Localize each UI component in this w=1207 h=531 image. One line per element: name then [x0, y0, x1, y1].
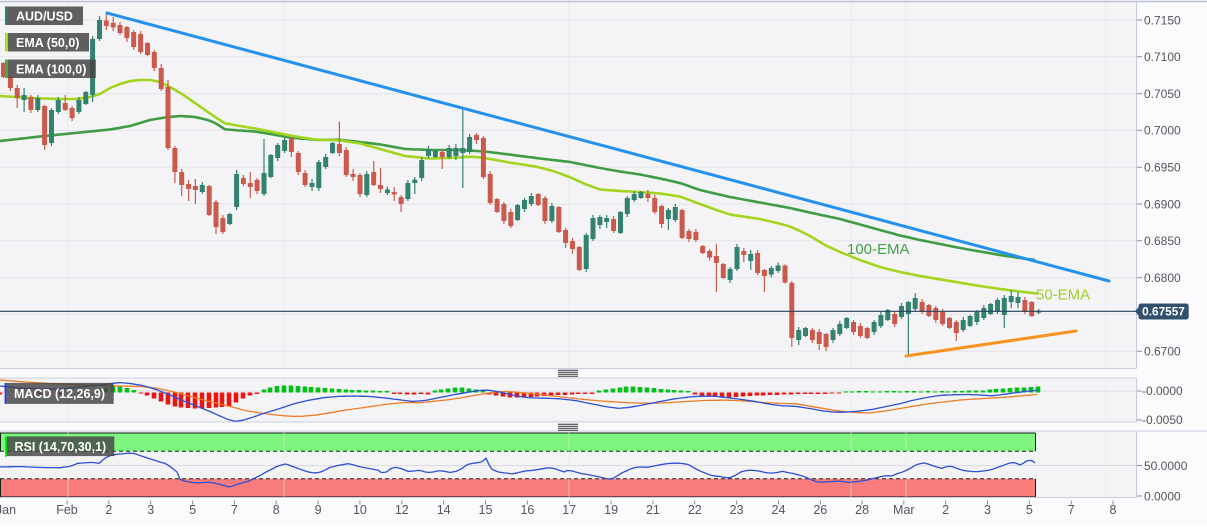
svg-text:Jan: Jan [0, 503, 16, 517]
svg-text:EMA (50,0): EMA (50,0) [16, 36, 79, 50]
svg-text:0.7050: 0.7050 [1144, 87, 1181, 101]
svg-text:0.7150: 0.7150 [1144, 13, 1181, 27]
svg-text:0.0000: 0.0000 [1144, 489, 1181, 503]
svg-text:2: 2 [942, 503, 949, 517]
svg-text:19: 19 [604, 503, 618, 517]
svg-text:22: 22 [688, 503, 702, 517]
svg-text:50-EMA: 50-EMA [1036, 287, 1090, 304]
svg-text:EMA (100,0): EMA (100,0) [16, 63, 86, 77]
svg-text:0.6850: 0.6850 [1144, 234, 1181, 248]
svg-text:AUD/USD: AUD/USD [16, 10, 73, 24]
svg-text:100-EMA: 100-EMA [847, 241, 910, 258]
svg-text:17: 17 [562, 503, 576, 517]
svg-text:2: 2 [105, 503, 112, 517]
svg-text:15: 15 [479, 503, 493, 517]
svg-text:21: 21 [646, 503, 660, 517]
svg-text:9: 9 [315, 503, 322, 517]
svg-text:RSI (14,70,30,1): RSI (14,70,30,1) [15, 440, 107, 454]
svg-text:12: 12 [395, 503, 409, 517]
svg-text:5: 5 [1026, 503, 1033, 517]
svg-text:0.7000: 0.7000 [1144, 124, 1181, 138]
svg-text:14: 14 [437, 503, 451, 517]
svg-text:23: 23 [730, 503, 744, 517]
svg-text:Mar: Mar [893, 503, 915, 517]
svg-text:0.6900: 0.6900 [1144, 197, 1181, 211]
svg-text:-0.0000: -0.0000 [1142, 384, 1183, 398]
svg-text:0.6700: 0.6700 [1144, 345, 1181, 359]
svg-text:24: 24 [772, 503, 786, 517]
svg-text:26: 26 [813, 503, 827, 517]
svg-text:10: 10 [353, 503, 367, 517]
svg-text:MACD (12,26,9): MACD (12,26,9) [14, 387, 105, 401]
svg-text:7: 7 [231, 503, 238, 517]
svg-text:5: 5 [189, 503, 196, 517]
svg-text:8: 8 [273, 503, 280, 517]
svg-text:16: 16 [520, 503, 534, 517]
svg-text:8: 8 [1110, 503, 1117, 517]
svg-text:Feb: Feb [56, 503, 78, 517]
svg-text:0.6800: 0.6800 [1144, 271, 1181, 285]
svg-text:0.6950: 0.6950 [1144, 161, 1181, 175]
svg-text:3: 3 [984, 503, 991, 517]
svg-text:7: 7 [1068, 503, 1075, 517]
svg-text:28: 28 [855, 503, 869, 517]
svg-text:50.0000: 50.0000 [1144, 459, 1188, 473]
svg-text:0.67557: 0.67557 [1142, 305, 1185, 319]
svg-text:-0.0050: -0.0050 [1142, 413, 1183, 427]
svg-text:0.7100: 0.7100 [1144, 50, 1181, 64]
svg-text:3: 3 [147, 503, 154, 517]
